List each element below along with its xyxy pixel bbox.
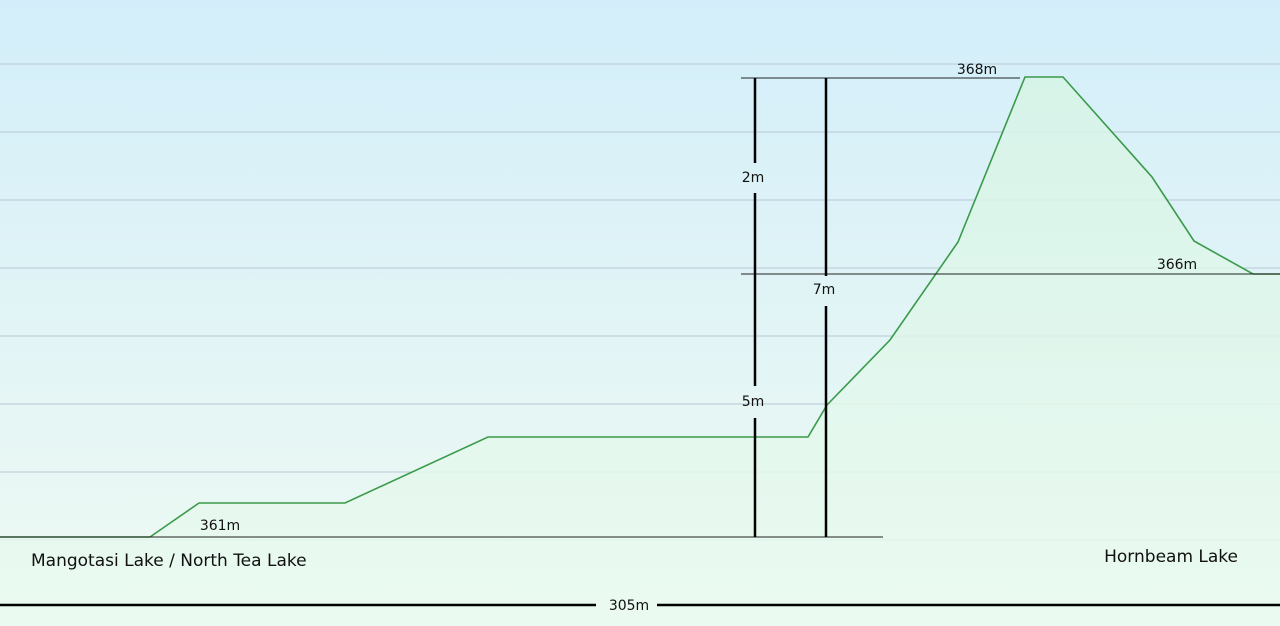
elevation-label: 366m bbox=[1157, 257, 1197, 273]
profile-area bbox=[0, 77, 1280, 626]
profile-line bbox=[0, 76, 1280, 538]
measure-label: 2m bbox=[742, 170, 765, 186]
measure-label: 5m bbox=[742, 394, 765, 410]
place-label: Hornbeam Lake bbox=[1104, 547, 1238, 567]
elevation-label: 361m bbox=[200, 518, 240, 534]
measure-label: 7m bbox=[813, 282, 836, 298]
distance-label: 305m bbox=[609, 598, 649, 614]
place-label: Mangotasi Lake / North Tea Lake bbox=[31, 551, 307, 571]
elevation-label: 368m bbox=[957, 62, 997, 78]
